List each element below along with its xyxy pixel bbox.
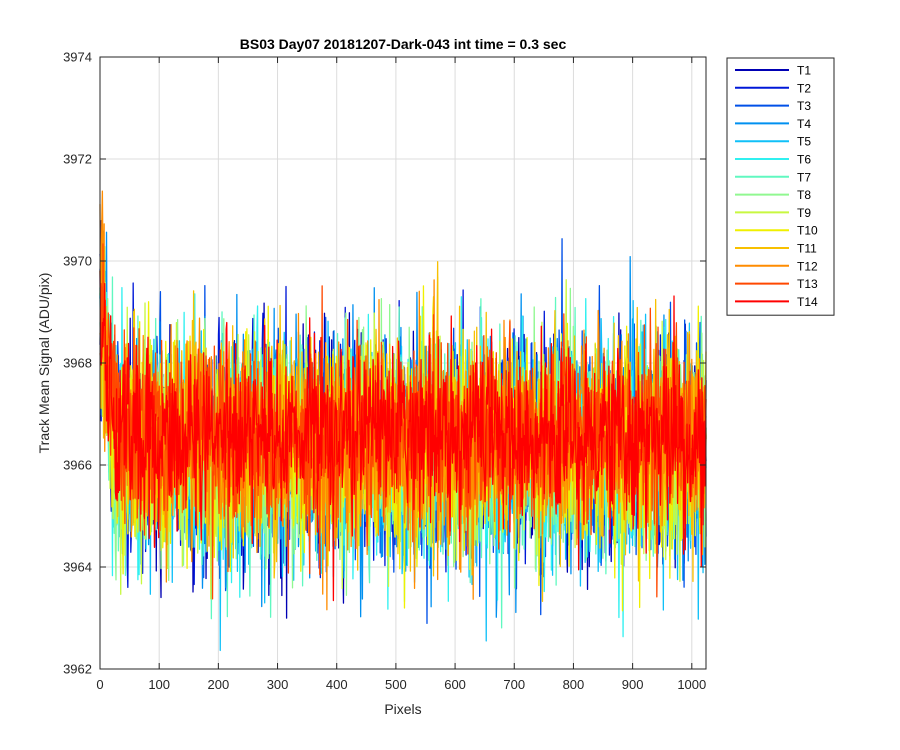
chart-title: BS03 Day07 20181207-Dark-043 int time = … xyxy=(240,36,567,52)
y-axis-label: Track Mean Signal (ADU/pix) xyxy=(36,273,52,454)
x-tick-label: 800 xyxy=(563,677,585,692)
series-line-t13 xyxy=(99,243,707,600)
series-lines xyxy=(99,190,707,652)
x-tick-label: 900 xyxy=(622,677,644,692)
legend-label: T5 xyxy=(797,135,811,149)
y-tick-label: 3964 xyxy=(63,560,92,575)
x-tick-label: 300 xyxy=(267,677,289,692)
x-tick-label: 200 xyxy=(208,677,230,692)
y-tick-label: 3970 xyxy=(63,254,92,269)
axis-ticks: 0 100 200 300 400 500 600 700 800 900 1000 3962 3964… xyxy=(63,50,706,693)
series-line-t14 xyxy=(99,270,707,602)
y-tick-label: 3962 xyxy=(63,662,92,677)
y-tick-label: 3966 xyxy=(63,458,92,473)
legend-label: T7 xyxy=(797,170,811,184)
legend-label: T9 xyxy=(797,206,811,220)
y-tick-label: 3968 xyxy=(63,356,92,371)
x-tick-label: 500 xyxy=(385,677,407,692)
legend-label: T8 xyxy=(797,188,811,202)
legend-label: T13 xyxy=(797,277,818,291)
y-tick-label: 3972 xyxy=(63,152,92,167)
x-tick-label: 700 xyxy=(503,677,525,692)
x-tick-label: 0 xyxy=(96,677,103,692)
legend-box xyxy=(726,57,835,316)
legend-label: T3 xyxy=(797,99,811,113)
legend-label: T14 xyxy=(797,295,818,309)
legend-label: T12 xyxy=(797,259,818,273)
x-tick-label: 400 xyxy=(326,677,348,692)
legend-label: T11 xyxy=(797,242,817,256)
x-tick-label: 1000 xyxy=(677,677,706,692)
legend-label: T6 xyxy=(797,153,811,167)
legend-label: T4 xyxy=(797,117,811,131)
legend-label: T10 xyxy=(797,224,818,238)
x-tick-label: 600 xyxy=(444,677,466,692)
legend-label: T1 xyxy=(797,64,811,78)
y-tick-label: 3974 xyxy=(63,50,92,65)
legend: T1 T2 T3 T4 T5 T6 T7 T8 T9 T10 T11 T12 T13 T14 xyxy=(726,57,835,316)
legend-label: T2 xyxy=(797,81,811,95)
x-tick-label: 100 xyxy=(148,677,170,692)
x-axis-label: Pixels xyxy=(384,701,421,717)
